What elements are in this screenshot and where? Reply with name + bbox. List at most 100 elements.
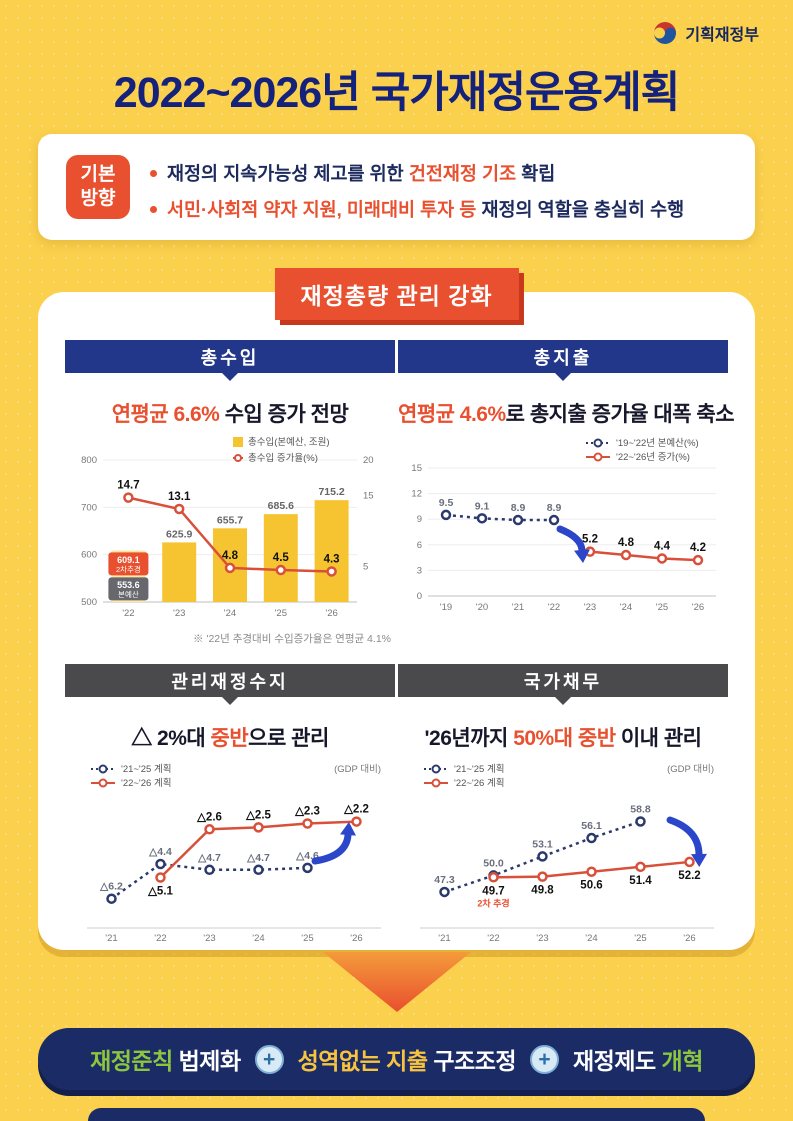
svg-text:9.5: 9.5	[439, 497, 454, 509]
svg-text:'22~'26년 증가(%): '22~'26년 증가(%)	[616, 452, 690, 463]
svg-text:(GDP 대비): (GDP 대비)	[667, 764, 714, 775]
svg-text:609.1: 609.1	[117, 555, 140, 565]
svg-text:△2.6: △2.6	[196, 811, 222, 823]
svg-text:4.5: 4.5	[273, 552, 290, 564]
svg-text:△2.5: △2.5	[245, 809, 271, 821]
svg-text:'24: '24	[620, 602, 632, 613]
svg-text:50.0: 50.0	[483, 857, 504, 869]
svg-text:625.9: 625.9	[166, 528, 192, 540]
bullet-dot-icon	[150, 205, 157, 213]
svg-text:49.7: 49.7	[482, 885, 504, 897]
svg-text:9.1: 9.1	[475, 500, 490, 512]
direction-bullet-1-text: 재정의 지속가능성 제고를 위한 건전재정 기조 확립	[167, 163, 556, 184]
balance-chart: '21 '22 '23 '24 '25 '26 (GDP 대비) '21~'25 계획 △6.2…	[87, 763, 381, 944]
direction-bullet-list: 재정의 지속가능성 제고를 위한 건전재정 기조 확립 서민·사회적 약자 지원…	[150, 150, 745, 232]
svg-text:13.1: 13.1	[168, 491, 191, 503]
section-banner-text: 재정총량 관리 강화	[300, 283, 493, 309]
basic-direction-box: 기본 방향 재정의 지속가능성 제고를 위한 건전재정 기조 확립 서민·사회적…	[38, 134, 755, 240]
panel-balance: 관리재정수지 △ 2%대 중반으로 관리 '21 '22 '23 '24 '25 '26 (…	[65, 664, 395, 948]
svg-text:'25: '25	[275, 608, 287, 619]
footer-item-2: 성역없는 지출 구조조정	[297, 1048, 517, 1074]
svg-text:'23: '23	[536, 933, 548, 944]
svg-text:5: 5	[363, 562, 368, 573]
badge-line-1: 기본	[80, 164, 116, 186]
panel-revenue-header: 총수입	[65, 340, 395, 373]
debt-chart: '21 '22 '23 '24 '25 '26 (GDP 대비) '21~'25 계획 47.3…	[420, 763, 714, 944]
charts-panel: 총수입 연평균 6.6% 수입 증가 전망 800 700 600 500 20 15 5 '…	[38, 292, 755, 950]
svg-text:4.3: 4.3	[324, 553, 340, 565]
svg-text:'22~'26 계획: '22~'26 계획	[454, 777, 504, 789]
svg-text:'22~'26 계획: '22~'26 계획	[121, 777, 171, 789]
badge-line-2: 방향	[80, 188, 116, 209]
svg-text:'22: '22	[154, 933, 166, 944]
svg-text:'21~'25 계획: '21~'25 계획	[454, 763, 504, 775]
direction-bullet-2: 서민·사회적 약자 지원, 미래대비 투자 등 재정의 역할을 충실히 수행	[150, 196, 745, 222]
svg-text:4.4: 4.4	[654, 540, 671, 552]
svg-text:15: 15	[411, 463, 422, 474]
svg-text:600: 600	[81, 550, 97, 561]
svg-text:'24: '24	[224, 608, 236, 619]
footer-banner: 재정준칙 법제화 + 성역없는 지출 구조조정 + 재정제도 개혁	[38, 1028, 755, 1090]
revenue-footnote: ※ '22년 추경대비 수입증가율은 연평균 4.1%	[193, 633, 391, 645]
svg-text:'21: '21	[512, 602, 524, 613]
svg-text:'22: '22	[487, 933, 499, 944]
svg-text:553.6: 553.6	[117, 580, 140, 590]
moef-logo-icon	[654, 22, 677, 44]
svg-text:15: 15	[363, 491, 374, 502]
svg-text:△2.3: △2.3	[294, 806, 320, 818]
svg-text:△4.7: △4.7	[246, 852, 270, 864]
svg-text:6: 6	[417, 540, 422, 551]
expenditure-chart: 15 12 9 6 3 0 '19 '20 '21 '22 '23 '24 '25 '26 '19~'22년…	[411, 438, 716, 613]
panel-expenditure-header: 총지출	[398, 340, 728, 373]
svg-text:2차추경: 2차추경	[116, 564, 141, 574]
svg-text:58.8: 58.8	[630, 803, 651, 815]
svg-text:'26: '26	[692, 602, 704, 613]
svg-text:(GDP 대비): (GDP 대비)	[334, 764, 381, 775]
svg-text:2차 추경: 2차 추경	[477, 897, 509, 908]
svg-text:'26: '26	[325, 608, 337, 619]
svg-text:56.1: 56.1	[581, 820, 602, 832]
panel-expenditure-subtitle: 연평균 4.6%로 총지출 증가율 대폭 축소	[398, 403, 735, 426]
svg-text:800: 800	[81, 455, 97, 466]
svg-text:53.1: 53.1	[532, 838, 553, 850]
svg-text:'25: '25	[656, 602, 668, 613]
svg-text:4.2: 4.2	[690, 542, 706, 554]
down-arrow-icon	[322, 952, 471, 1012]
svg-text:51.4: 51.4	[629, 875, 652, 887]
svg-text:5.2: 5.2	[582, 534, 598, 546]
panel-balance-header-text: 관리재정수지	[171, 671, 289, 692]
panel-debt: 국가채무 '26년까지 50%대 중반 이내 관리 '21'22'23'24'2…	[398, 664, 728, 948]
svg-text:8.9: 8.9	[511, 502, 526, 514]
svg-text:47.3: 47.3	[434, 874, 455, 886]
svg-text:'24: '24	[585, 933, 597, 944]
svg-text:655.7: 655.7	[217, 514, 243, 526]
panel-revenue-subtitle: 연평균 6.6% 수입 증가 전망	[111, 403, 349, 426]
svg-text:'24: '24	[252, 933, 264, 944]
next-section-peek	[88, 1108, 705, 1121]
page-title: 2022~2026년 국가재정운용계획	[113, 69, 680, 117]
panel-revenue-header-text: 총수입	[200, 347, 260, 368]
svg-text:'20: '20	[476, 602, 488, 613]
plus-icon: +	[530, 1044, 560, 1074]
svg-text:685.6: 685.6	[268, 500, 294, 512]
svg-text:△2.2: △2.2	[343, 804, 369, 816]
panel-balance-header: 관리재정수지	[65, 664, 395, 697]
panel-expenditure: 총지출 연평균 4.6%로 총지출 증가율 대폭 축소 15 12 9 6 3 0 '19 '…	[398, 340, 735, 629]
svg-text:△4.4: △4.4	[148, 846, 172, 858]
panel-debt-subtitle: '26년까지 50%대 중반 이내 관리	[424, 727, 702, 750]
moef-logo: 기획재정부	[652, 20, 759, 46]
svg-text:9: 9	[417, 514, 422, 525]
svg-text:3: 3	[417, 565, 422, 576]
panel-debt-header-text: 국가채무	[523, 671, 603, 692]
svg-text:0: 0	[417, 591, 422, 602]
svg-text:4.8: 4.8	[222, 550, 239, 562]
svg-text:14.7: 14.7	[117, 480, 139, 492]
svg-text:50.6: 50.6	[580, 880, 602, 892]
svg-text:'21: '21	[105, 933, 117, 944]
svg-text:8.9: 8.9	[547, 502, 562, 514]
section-banner: 재정총량 관리 강화	[274, 268, 519, 320]
footer-item-1: 재정준칙 법제화	[90, 1048, 241, 1074]
svg-text:700: 700	[81, 502, 97, 513]
svg-text:4.8: 4.8	[618, 537, 635, 549]
